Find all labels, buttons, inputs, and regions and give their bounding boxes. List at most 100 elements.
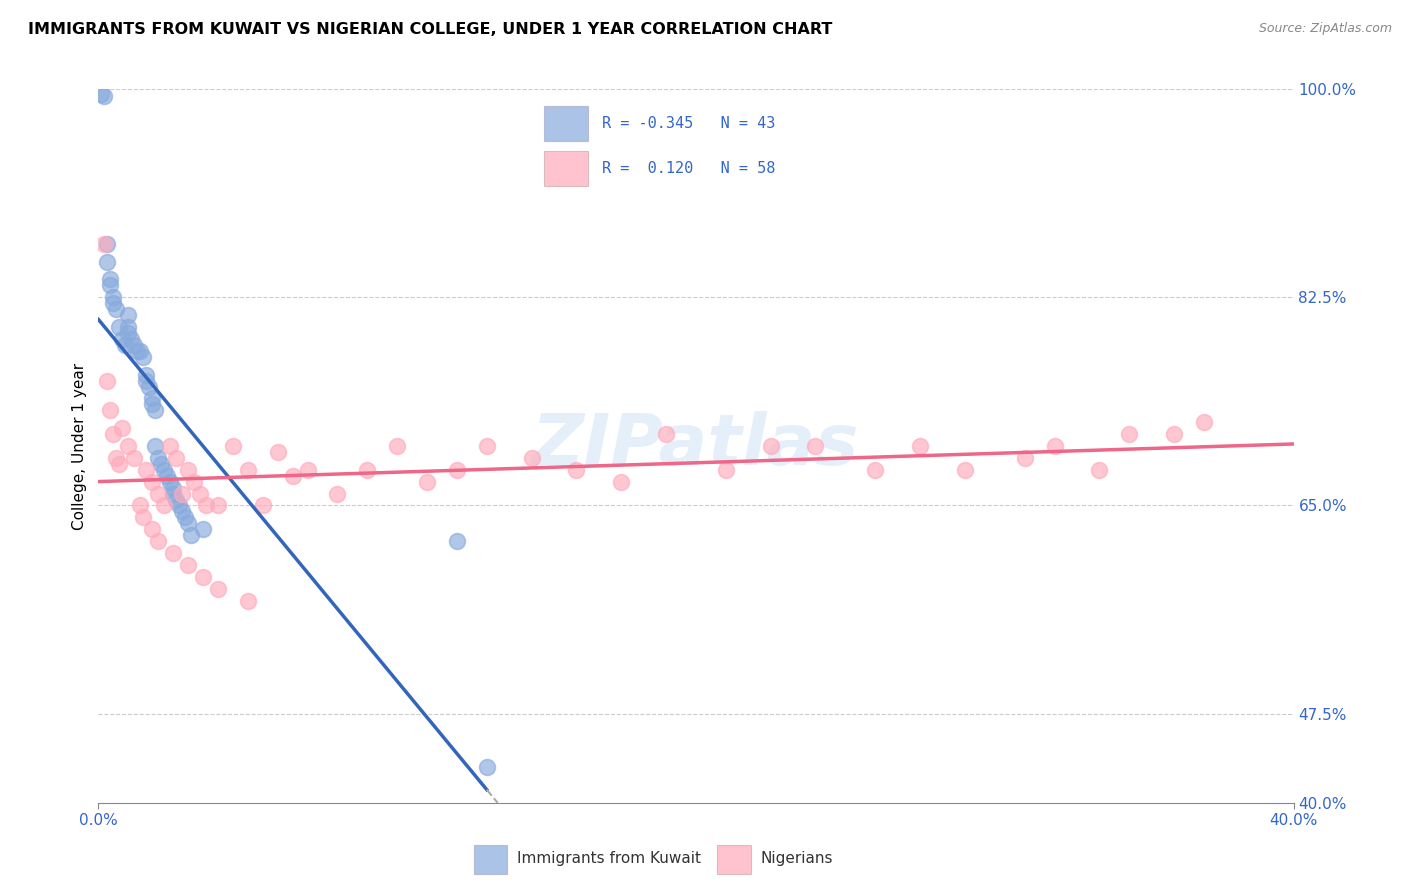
Point [150, 457, 173, 471]
Point [191, 570, 214, 584]
Text: ZIPatlas: ZIPatlas [533, 411, 859, 481]
Point [1163, 427, 1185, 442]
Point [297, 463, 319, 477]
Bar [544, 151, 588, 186]
Point [141, 392, 163, 406]
Point [475, 439, 498, 453]
Point [93, 236, 115, 251]
Point [120, 332, 142, 346]
Point [138, 379, 160, 393]
Point [143, 439, 166, 453]
Point [148, 486, 170, 500]
Point [103, 427, 125, 442]
Point [105, 450, 128, 465]
Point [96, 254, 118, 268]
Point [96, 236, 118, 251]
Point [162, 486, 184, 500]
Point [1014, 450, 1036, 465]
Point [804, 439, 827, 453]
Point [165, 492, 187, 507]
Text: R =  0.120   N = 58: R = 0.120 N = 58 [602, 161, 775, 177]
Point [135, 374, 157, 388]
Point [865, 463, 887, 477]
Point [96, 374, 118, 388]
Point [267, 445, 290, 459]
Text: IMMIGRANTS FROM KUWAIT VS NIGERIAN COLLEGE, UNDER 1 YEAR CORRELATION CHART: IMMIGRANTS FROM KUWAIT VS NIGERIAN COLLE… [28, 22, 832, 37]
Point [1118, 427, 1140, 442]
Point [117, 320, 139, 334]
Point [177, 516, 200, 531]
Point [156, 468, 179, 483]
Point [132, 510, 155, 524]
Point [475, 760, 498, 774]
Point [100, 278, 122, 293]
Point [114, 338, 136, 352]
Point [177, 558, 200, 572]
Point [207, 582, 229, 596]
Point [103, 296, 125, 310]
Point [159, 475, 181, 489]
Point [124, 338, 146, 352]
Point [281, 468, 304, 483]
Point [117, 439, 139, 453]
Point [222, 439, 245, 453]
Point [172, 504, 194, 518]
Point [108, 457, 131, 471]
Point [177, 463, 200, 477]
Point [159, 439, 181, 453]
Point [117, 308, 139, 322]
Point [180, 528, 202, 542]
Y-axis label: College, Under 1 year: College, Under 1 year [72, 362, 87, 530]
Point [326, 486, 349, 500]
Point [148, 450, 170, 465]
Point [90, 87, 112, 101]
Point [1043, 439, 1066, 453]
Point [565, 463, 588, 477]
Point [520, 450, 543, 465]
Point [143, 403, 166, 417]
Point [356, 463, 378, 477]
Point [167, 499, 190, 513]
Text: Nigerians: Nigerians [761, 851, 832, 866]
Point [165, 450, 187, 465]
Point [759, 439, 782, 453]
Text: R = -0.345   N = 43: R = -0.345 N = 43 [602, 116, 775, 131]
Point [1192, 415, 1215, 429]
Point [655, 427, 678, 442]
Point [908, 439, 931, 453]
Point [135, 463, 157, 477]
Point [124, 450, 146, 465]
Point [93, 89, 115, 103]
Text: Source: ZipAtlas.com: Source: ZipAtlas.com [1258, 22, 1392, 36]
Point [135, 368, 157, 382]
Point [100, 403, 122, 417]
Point [141, 522, 163, 536]
Point [174, 510, 197, 524]
Point [111, 421, 134, 435]
Text: Immigrants from Kuwait: Immigrants from Kuwait [516, 851, 700, 866]
Point [252, 499, 274, 513]
Point [132, 350, 155, 364]
Point [153, 499, 176, 513]
Point [446, 534, 468, 549]
Point [105, 302, 128, 317]
Point [141, 397, 163, 411]
Point [416, 475, 439, 489]
Point [385, 439, 409, 453]
Point [141, 475, 163, 489]
Point [207, 499, 229, 513]
Point [153, 463, 176, 477]
Point [111, 332, 134, 346]
Point [714, 463, 737, 477]
Point [1088, 463, 1111, 477]
Point [236, 463, 259, 477]
Point [162, 546, 184, 560]
Point [183, 475, 205, 489]
Point [236, 593, 259, 607]
Point [953, 463, 976, 477]
Bar [544, 106, 588, 141]
Point [100, 272, 122, 286]
Point [191, 522, 214, 536]
Point [148, 534, 170, 549]
Point [129, 499, 152, 513]
